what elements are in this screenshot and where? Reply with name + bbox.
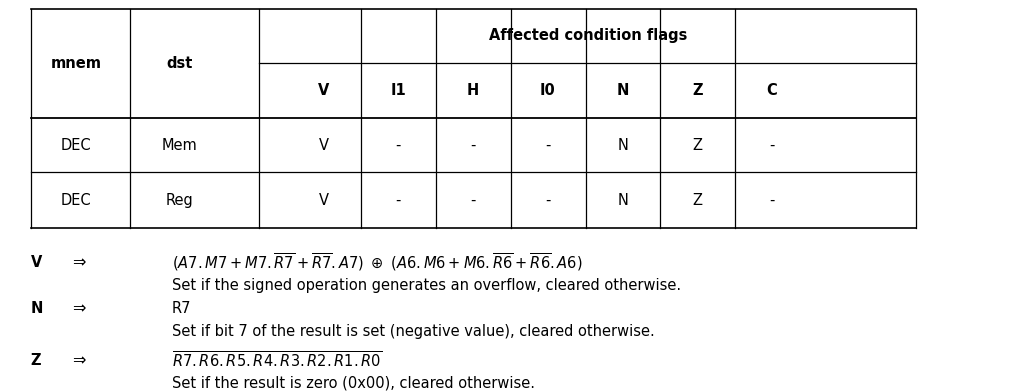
Text: DEC: DEC	[60, 138, 91, 152]
Text: ⇒: ⇒	[72, 353, 85, 368]
Text: Set if bit 7 of the result is set (negative value), cleared otherwise.: Set if bit 7 of the result is set (negat…	[172, 324, 654, 339]
Text: Set if the result is zero (0x00), cleared otherwise.: Set if the result is zero (0x00), cleare…	[172, 376, 535, 391]
Text: V: V	[318, 193, 329, 208]
Text: ⇒: ⇒	[72, 255, 85, 270]
Text: -: -	[470, 193, 476, 208]
Text: Z: Z	[692, 83, 702, 98]
Text: -: -	[545, 138, 551, 152]
Text: ⇒: ⇒	[72, 301, 85, 316]
Text: mnem: mnem	[50, 56, 101, 71]
Text: DEC: DEC	[60, 193, 91, 208]
Text: -: -	[769, 138, 775, 152]
Text: -: -	[769, 193, 775, 208]
Text: -: -	[395, 193, 401, 208]
Text: R7: R7	[172, 301, 191, 316]
Text: Set if the signed operation generates an overflow, cleared otherwise.: Set if the signed operation generates an…	[172, 278, 681, 293]
Text: Z: Z	[692, 138, 702, 152]
Text: N: N	[31, 301, 43, 316]
Text: N: N	[617, 138, 628, 152]
Text: I1: I1	[390, 83, 407, 98]
Text: H: H	[467, 83, 479, 98]
Text: Z: Z	[692, 193, 702, 208]
Text: Z: Z	[31, 353, 41, 368]
Text: C: C	[767, 83, 777, 98]
Text: Affected condition flags: Affected condition flags	[488, 28, 687, 43]
Text: -: -	[395, 138, 401, 152]
Text: $\overline{R7.R6.R5.R4.R3.R2.R1.R0}$: $\overline{R7.R6.R5.R4.R3.R2.R1.R0}$	[172, 350, 382, 371]
Text: N: N	[617, 193, 628, 208]
Text: V: V	[31, 255, 42, 270]
Text: dst: dst	[166, 56, 193, 71]
Text: -: -	[545, 193, 551, 208]
Text: V: V	[318, 138, 329, 152]
Text: V: V	[317, 83, 330, 98]
Text: Reg: Reg	[165, 193, 194, 208]
Text: Mem: Mem	[162, 138, 197, 152]
Text: $(A7.M7 + M7.\overline{R7} + \overline{R7}.A7)\ \oplus\ (A6.M6 + M6.\overline{R6: $(A7.M7 + M7.\overline{R7} + \overline{R…	[172, 252, 583, 274]
Text: I0: I0	[540, 83, 556, 98]
Text: -: -	[470, 138, 476, 152]
Text: N: N	[616, 83, 629, 98]
